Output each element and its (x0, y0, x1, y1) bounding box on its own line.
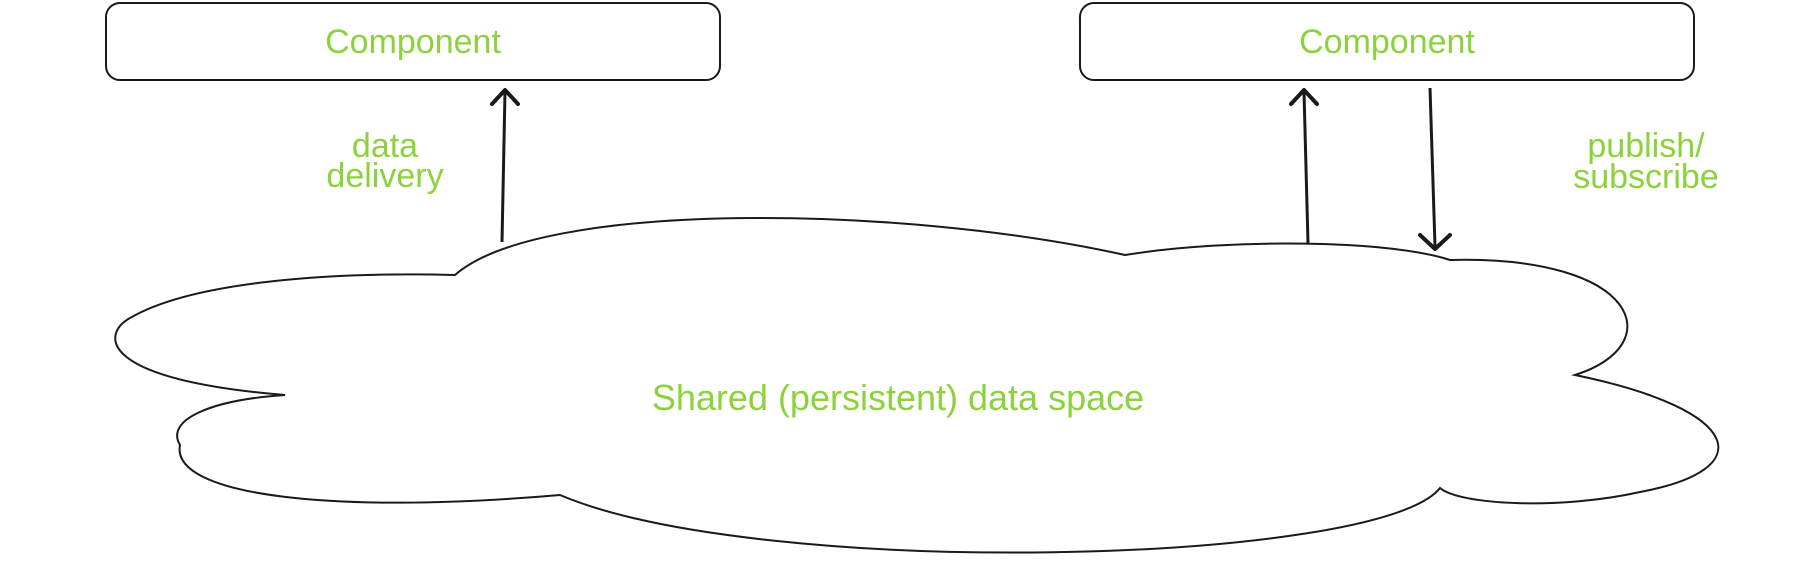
data-delivery-arrow (490, 88, 520, 243)
data-delivery-arrow-head (490, 88, 520, 106)
data-delivery-arrow-line (500, 91, 507, 243)
right-upward-arrow-line (1302, 91, 1310, 244)
left-component-label: Component (325, 23, 501, 61)
publish-subscribe-arrow-head (1418, 233, 1452, 251)
publish-subscribe-label-line1: publish/ (1587, 127, 1705, 165)
left-component-box (105, 2, 721, 81)
data-delivery-label-line1: data (352, 127, 418, 165)
publish-subscribe-arrow (1418, 87, 1452, 251)
publish-subscribe-label-line2: subscribe (1573, 158, 1719, 196)
left-component-node: Component (105, 2, 721, 81)
right-component-box (1079, 2, 1695, 81)
shared-data-space-cloud (114, 216, 1720, 554)
right-component-label: Component (1299, 23, 1475, 61)
publish-subscribe-arrow-line (1428, 87, 1437, 247)
data-delivery-label-line2: delivery (326, 157, 443, 195)
right-component-node: Component (1079, 2, 1695, 81)
shared-data-space-node: Shared (persistent) data space (114, 216, 1720, 554)
right-upward-arrow-head (1289, 88, 1319, 106)
shared-data-space-label: Shared (persistent) data space (652, 377, 1144, 418)
right-upward-arrow (1289, 88, 1319, 244)
